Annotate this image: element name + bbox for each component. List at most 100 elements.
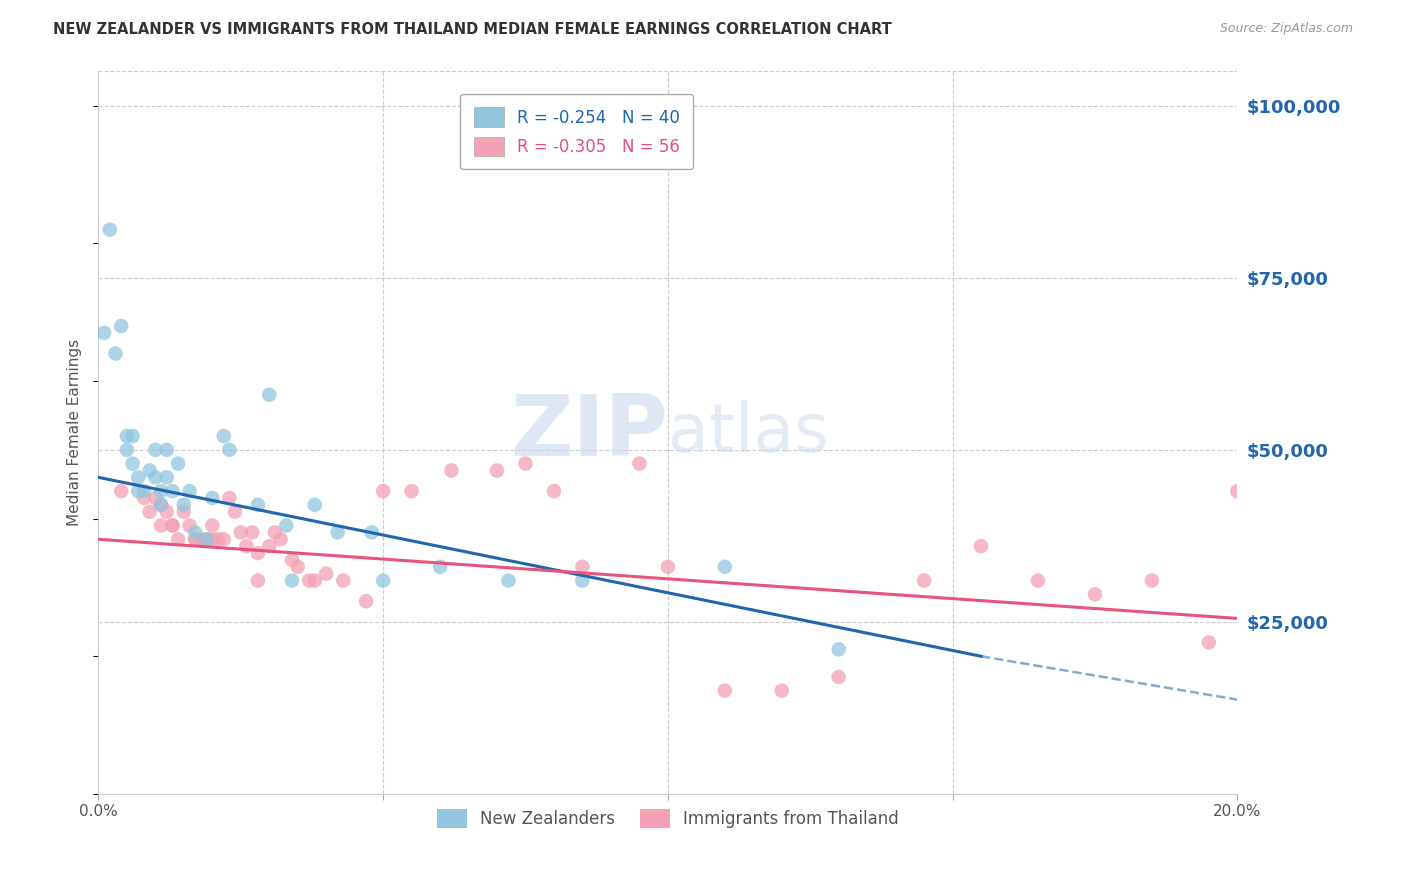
Point [224, 505, 246, 519]
Point [240, 525, 263, 540]
Point [287, 559, 309, 574]
Y-axis label: Median Female Earnings: Median Female Earnings [67, 339, 83, 526]
Point [1140, 574, 1163, 588]
Point [115, 429, 138, 443]
Point [127, 470, 149, 484]
Point [1198, 635, 1220, 649]
Point [167, 457, 190, 471]
Point [162, 484, 184, 499]
Point [150, 498, 173, 512]
Point [201, 518, 224, 533]
Point [184, 525, 207, 540]
Point [173, 498, 195, 512]
Point [246, 546, 269, 560]
Point [373, 484, 395, 499]
Point [98, 222, 121, 236]
Point [201, 491, 224, 505]
Point [246, 574, 269, 588]
Point [270, 533, 292, 547]
Point [179, 518, 201, 533]
Point [486, 463, 509, 477]
Point [770, 683, 793, 698]
Point [515, 457, 537, 471]
Point [246, 498, 269, 512]
Point [429, 559, 451, 574]
Point [401, 484, 423, 499]
Point [304, 498, 326, 512]
Point [373, 574, 395, 588]
Point [354, 594, 377, 608]
Point [828, 670, 851, 684]
Point [121, 429, 143, 443]
Point [156, 442, 179, 457]
Point [110, 318, 132, 333]
Point [259, 388, 281, 402]
Point [912, 574, 935, 588]
Point [259, 539, 281, 553]
Point [714, 683, 737, 698]
Point [132, 491, 155, 505]
Point [264, 525, 287, 540]
Point [543, 484, 565, 499]
Point [235, 539, 257, 553]
Point [714, 559, 737, 574]
Point [657, 559, 679, 574]
Point [132, 484, 155, 499]
Point [281, 574, 304, 588]
Point [138, 505, 160, 519]
Point [104, 346, 127, 360]
Point [145, 491, 167, 505]
Point [138, 463, 160, 477]
Point [145, 470, 167, 484]
Point [195, 533, 218, 547]
Text: Source: ZipAtlas.com: Source: ZipAtlas.com [1219, 22, 1353, 36]
Point [315, 566, 337, 581]
Point [162, 518, 184, 533]
Point [298, 574, 321, 588]
Point [360, 525, 382, 540]
Point [150, 498, 173, 512]
Point [110, 484, 132, 499]
Point [276, 518, 298, 533]
Point [498, 574, 520, 588]
Point [145, 442, 167, 457]
Point [167, 533, 190, 547]
Point [326, 525, 349, 540]
Point [173, 505, 195, 519]
Point [304, 574, 326, 588]
Point [628, 457, 651, 471]
Point [207, 533, 229, 547]
Point [1026, 574, 1049, 588]
Point [1084, 587, 1107, 601]
Point [218, 442, 240, 457]
Point [184, 533, 207, 547]
Point [218, 491, 240, 505]
Text: ZIP: ZIP [510, 391, 668, 475]
Point [440, 463, 463, 477]
Text: NEW ZEALANDER VS IMMIGRANTS FROM THAILAND MEDIAN FEMALE EARNINGS CORRELATION CHA: NEW ZEALANDER VS IMMIGRANTS FROM THAILAN… [53, 22, 893, 37]
Point [121, 457, 143, 471]
Point [828, 642, 851, 657]
Point [162, 518, 184, 533]
Point [190, 533, 212, 547]
Point [184, 533, 207, 547]
Point [970, 539, 993, 553]
Point [1226, 484, 1249, 499]
Point [212, 429, 235, 443]
Point [201, 533, 224, 547]
Point [156, 505, 179, 519]
Point [281, 553, 304, 567]
Point [179, 484, 201, 499]
Point [156, 470, 179, 484]
Point [571, 574, 593, 588]
Point [195, 533, 218, 547]
Point [150, 518, 173, 533]
Point [571, 559, 593, 574]
Point [332, 574, 354, 588]
Point [229, 525, 252, 540]
Point [127, 484, 149, 499]
Point [150, 484, 173, 499]
Point [212, 533, 235, 547]
Text: atlas: atlas [668, 400, 828, 466]
Point [93, 326, 115, 340]
